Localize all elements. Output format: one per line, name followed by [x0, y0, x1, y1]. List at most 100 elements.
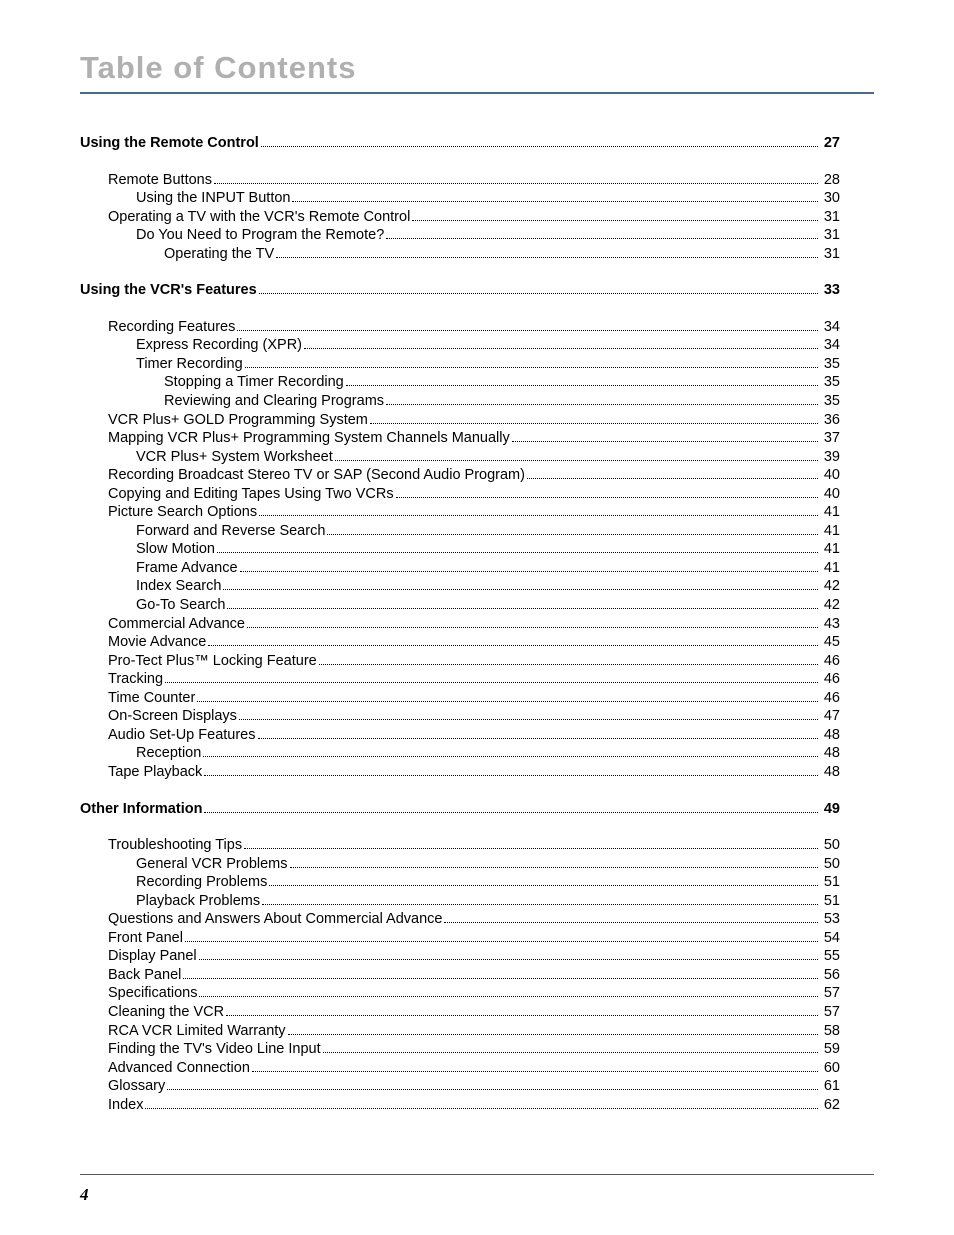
toc-entry-page: 60: [820, 1059, 840, 1078]
toc-leader-dots: [276, 247, 818, 258]
toc-entry-label: Timer Recording: [136, 355, 243, 374]
toc-entry-page: 42: [820, 596, 840, 615]
toc-row: Troubleshooting Tips 50: [80, 836, 840, 855]
toc-row: Tape Playback 48: [80, 763, 840, 782]
toc-row: Tracking 46: [80, 670, 840, 689]
toc-entry-label: Troubleshooting Tips: [108, 836, 242, 855]
toc-leader-dots: [240, 561, 818, 572]
toc-entry-page: 37: [820, 429, 840, 448]
toc-entry-label: Commercial Advance: [108, 615, 245, 634]
toc-row: Front Panel 54: [80, 929, 840, 948]
toc-leader-dots: [269, 875, 818, 886]
toc-entry-page: 41: [820, 559, 840, 578]
toc-entry-label: VCR Plus+ GOLD Programming System: [108, 411, 368, 430]
toc-entry-page: 35: [820, 355, 840, 374]
toc-entry-label: Display Panel: [108, 947, 197, 966]
toc-row: Specifications 57: [80, 984, 840, 1003]
toc-leader-dots: [252, 1060, 818, 1071]
toc-entry-label: Tracking: [108, 670, 163, 689]
toc-entry-label: Advanced Connection: [108, 1059, 250, 1078]
toc-entry-label: General VCR Problems: [136, 855, 288, 874]
toc-entry-page: 30: [820, 189, 840, 208]
toc-leader-dots: [304, 338, 818, 349]
toc-entry-label: Playback Problems: [136, 892, 260, 911]
toc-row: VCR Plus+ System Worksheet 39: [80, 448, 840, 467]
toc-leader-dots: [199, 949, 818, 960]
toc-entry-page: 35: [820, 373, 840, 392]
toc-row: Picture Search Options 41: [80, 503, 840, 522]
toc-row: Playback Problems 51: [80, 892, 840, 911]
toc-row: Recording Problems 51: [80, 873, 840, 892]
toc-row: Copying and Editing Tapes Using Two VCRs…: [80, 485, 840, 504]
toc-entry-page: 49: [820, 800, 840, 819]
toc-entry-page: 34: [820, 318, 840, 337]
toc-entry-label: Recording Features: [108, 318, 235, 337]
toc-row: Slow Motion 41: [80, 540, 840, 559]
toc-entry-label: Index: [108, 1096, 143, 1115]
toc-row: Audio Set-Up Features 48: [80, 726, 840, 745]
toc-leader-dots: [183, 968, 818, 979]
toc-entry-page: 48: [820, 744, 840, 763]
toc-row: Recording Features 34: [80, 318, 840, 337]
toc-row: General VCR Problems 50: [80, 855, 840, 874]
toc-leader-dots: [244, 838, 818, 849]
toc-entry-label: Specifications: [108, 984, 197, 1003]
toc-entry-page: 28: [820, 171, 840, 190]
title-rule: [80, 92, 874, 94]
toc-leader-dots: [199, 986, 818, 997]
toc-row: Stopping a Timer Recording 35: [80, 373, 840, 392]
toc-entry-label: Using the VCR's Features: [80, 281, 257, 300]
toc-entry-page: 31: [820, 245, 840, 264]
toc-entry-label: Forward and Reverse Search: [136, 522, 325, 541]
toc-row: RCA VCR Limited Warranty 58: [80, 1022, 840, 1041]
toc-entry-page: 57: [820, 984, 840, 1003]
toc-entry-label: Questions and Answers About Commercial A…: [108, 910, 442, 929]
toc-entry-label: Do You Need to Program the Remote?: [136, 226, 384, 245]
toc-entry-label: Recording Broadcast Stereo TV or SAP (Se…: [108, 466, 525, 485]
page-number: 4: [80, 1185, 89, 1205]
toc-entry-label: Operating a TV with the VCR's Remote Con…: [108, 208, 410, 227]
toc-row: Mapping VCR Plus+ Programming System Cha…: [80, 429, 840, 448]
toc-entry-page: 46: [820, 670, 840, 689]
toc-leader-dots: [227, 598, 818, 609]
toc-entry-label: Cleaning the VCR: [108, 1003, 224, 1022]
toc-row: Go-To Search 42: [80, 596, 840, 615]
toc-row: Index Search 42: [80, 577, 840, 596]
toc-leader-dots: [444, 912, 818, 923]
toc-entry-page: 45: [820, 633, 840, 652]
toc-row: Finding the TV's Video Line Input 59: [80, 1040, 840, 1059]
toc-entry-label: RCA VCR Limited Warranty: [108, 1022, 286, 1041]
toc-leader-dots: [386, 228, 818, 239]
footer-rule: [80, 1174, 874, 1175]
toc-entry-page: 46: [820, 689, 840, 708]
toc-leader-dots: [145, 1098, 818, 1109]
toc-entry-label: Using the INPUT Button: [136, 189, 290, 208]
table-of-contents: Using the Remote Control 27 Remote Butto…: [80, 134, 840, 1114]
toc-leader-dots: [167, 1079, 818, 1090]
toc-entry-page: 33: [820, 281, 840, 300]
toc-entry-page: 41: [820, 540, 840, 559]
page: Table of Contents Using the Remote Contr…: [0, 0, 954, 1235]
toc-row: VCR Plus+ GOLD Programming System 36: [80, 411, 840, 430]
toc-entry-label: Copying and Editing Tapes Using Two VCRs: [108, 485, 394, 504]
toc-row: Advanced Connection 60: [80, 1059, 840, 1078]
toc-entry-page: 61: [820, 1077, 840, 1096]
toc-entry-label: Front Panel: [108, 929, 183, 948]
toc-entry-page: 35: [820, 392, 840, 411]
toc-entry-label: Time Counter: [108, 689, 195, 708]
toc-leader-dots: [288, 1023, 818, 1034]
toc-entry-label: Finding the TV's Video Line Input: [108, 1040, 321, 1059]
toc-entry-page: 50: [820, 855, 840, 874]
toc-entry-page: 55: [820, 947, 840, 966]
toc-entry-page: 41: [820, 503, 840, 522]
toc-entry-page: 47: [820, 707, 840, 726]
toc-row: Display Panel 55: [80, 947, 840, 966]
toc-leader-dots: [165, 672, 818, 683]
toc-entry-label: Glossary: [108, 1077, 165, 1096]
toc-leader-dots: [370, 412, 818, 423]
toc-entry-page: 53: [820, 910, 840, 929]
toc-entry-page: 56: [820, 966, 840, 985]
toc-entry-label: Remote Buttons: [108, 171, 212, 190]
page-title: Table of Contents: [80, 50, 874, 86]
toc-entry-page: 48: [820, 763, 840, 782]
